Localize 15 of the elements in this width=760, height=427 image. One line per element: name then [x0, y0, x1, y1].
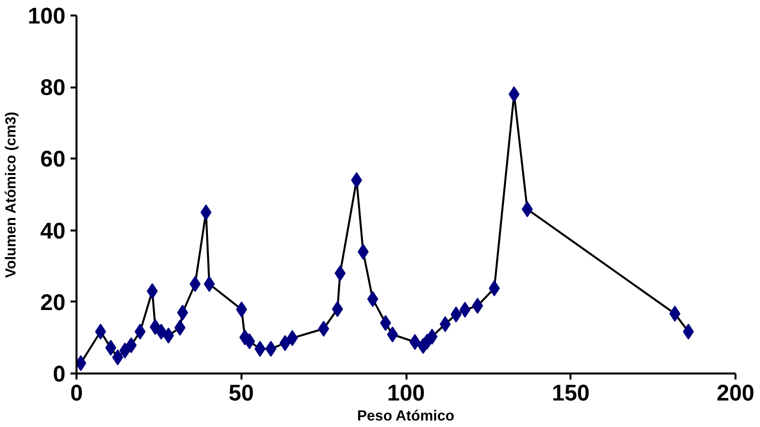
- x-tick-label: 0: [70, 380, 83, 406]
- y-tick-label: 0: [52, 360, 66, 386]
- y-tick-label: 40: [40, 217, 66, 244]
- x-tick-label: 100: [387, 380, 425, 406]
- x-axis-title: Peso Atómico: [357, 408, 454, 424]
- y-tick-label: 60: [40, 146, 66, 172]
- x-tick-label: 150: [552, 380, 590, 406]
- y-tick-label: 20: [40, 288, 66, 315]
- x-tick-label: 200: [716, 380, 754, 406]
- point: [204, 276, 215, 292]
- y-axis-title: Volumen Atómico (cm3): [4, 112, 20, 278]
- y-tick-label: 100: [28, 2, 66, 28]
- y-tick-label: 80: [40, 74, 66, 100]
- point: [190, 276, 201, 292]
- x-tick-label: 50: [228, 380, 254, 406]
